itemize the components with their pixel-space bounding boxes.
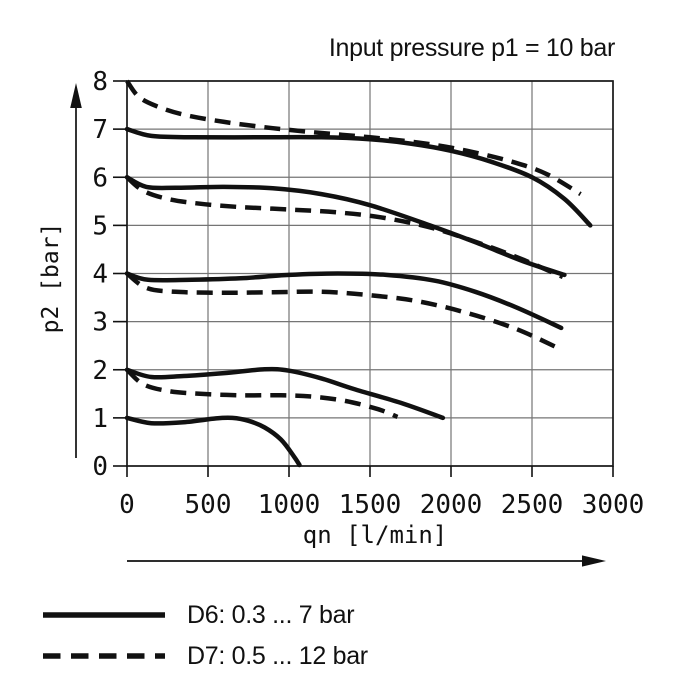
x-tick-label: 1500 — [339, 490, 402, 520]
curve-d6-solid — [124, 175, 567, 278]
curve-d7-dashed — [125, 79, 582, 197]
y-tick-label: 6 — [92, 163, 108, 193]
curve-d6-solid — [124, 126, 593, 228]
x-axis-label: qn [l/min] — [302, 521, 448, 549]
legend-item-d7: D7: 0.5 ... 12 bar — [43, 642, 368, 670]
x-tick-label: 2500 — [501, 490, 564, 520]
y-tick-label: 3 — [92, 308, 108, 338]
legend-item-label: D7: 0.5 ... 12 bar — [187, 641, 368, 670]
x-tick-label: 0 — [119, 490, 135, 520]
x-tick-label: 2000 — [420, 490, 483, 520]
y-axis-arrow-icon — [70, 83, 82, 458]
y-tick-label: 4 — [92, 260, 108, 290]
curve-d6-solid — [124, 366, 446, 421]
y-axis-label: p2 [bar] — [38, 222, 64, 334]
x-tick-label: 500 — [185, 490, 232, 520]
chart-title: Input pressure p1 = 10 bar — [328, 34, 615, 62]
legend-item-label: D6: 0.3 ... 7 bar — [187, 600, 355, 629]
y-tick-label: 0 — [92, 452, 108, 482]
curve-d6-solid — [124, 415, 302, 468]
dashed-line-swatch-icon — [43, 653, 165, 659]
legend: D6: 0.3 ... 7 bar D7: 0.5 ... 12 bar — [43, 601, 368, 683]
solid-line-swatch-icon — [43, 612, 165, 618]
x-tick-label: 3000 — [582, 490, 645, 520]
y-tick-label: 5 — [92, 211, 108, 241]
x-tick-label: 1000 — [258, 490, 321, 520]
x-axis-arrow-icon — [127, 555, 606, 567]
y-tick-label: 7 — [92, 115, 108, 145]
curve-d6-solid — [124, 271, 564, 331]
curve-d7-dashed — [125, 175, 564, 279]
legend-item-d6: D6: 0.3 ... 7 bar — [43, 601, 368, 629]
curve-d7-dashed — [125, 271, 558, 350]
y-tick-label: 2 — [92, 356, 108, 386]
y-tick-label: 8 — [92, 67, 108, 97]
y-tick-label: 1 — [92, 404, 108, 434]
curve-d7-dashed — [125, 368, 399, 419]
